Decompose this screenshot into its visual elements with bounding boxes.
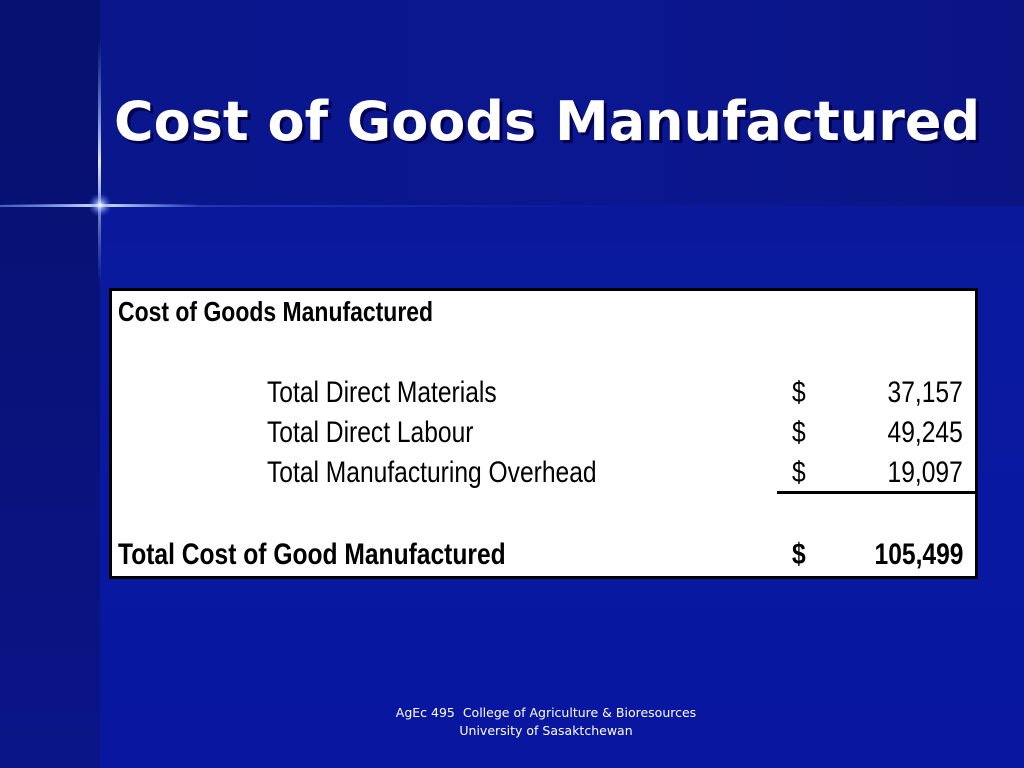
total-currency: $ [792,538,806,571]
row-amount: 37,157 [887,376,963,409]
table-row: Total Direct Materials $ 37,157 [112,373,975,413]
subtotal-rule [777,491,975,494]
table-heading: Cost of Goods Manufactured [118,296,434,327]
row-label: Total Direct Labour [267,416,474,449]
total-row: Total Cost of Good Manufactured $ 105,49… [112,535,975,575]
slide-title: Cost of Goods Manufactured [114,90,981,153]
row-label: Total Direct Materials [267,376,497,409]
row-currency: $ [792,376,806,409]
row-currency: $ [792,456,806,489]
footer-course-line: AgEc 495 College of Agriculture & Biores… [395,705,697,720]
title-divider [0,205,1024,207]
total-amount: 105,499 [874,538,963,571]
title-band [0,0,1024,206]
total-label: Total Cost of Good Manufactured [118,538,506,571]
footer-university-line: University of Sasaktchewan [459,723,633,738]
cost-of-goods-table: Cost of Goods Manufactured Total Direct … [109,288,978,579]
left-band [0,0,100,768]
row-label: Total Manufacturing Overhead [267,456,597,489]
row-amount: 49,245 [887,416,963,449]
footer: AgEc 495 College of Agriculture & Biores… [296,704,796,740]
row-currency: $ [792,416,806,449]
table-row: Total Manufacturing Overhead $ 19,097 [112,453,975,493]
row-amount: 19,097 [887,456,963,489]
table-row: Total Direct Labour $ 49,245 [112,413,975,453]
